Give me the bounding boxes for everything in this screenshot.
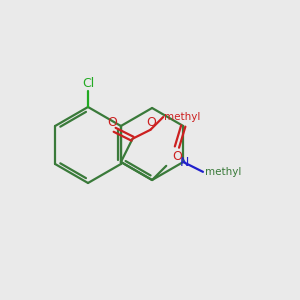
- Text: O: O: [172, 150, 182, 163]
- Text: O: O: [146, 116, 156, 129]
- Text: O: O: [108, 116, 118, 129]
- Text: N: N: [180, 155, 189, 169]
- Text: Cl: Cl: [82, 77, 94, 90]
- Text: methyl: methyl: [164, 112, 200, 122]
- Text: methyl: methyl: [205, 167, 241, 177]
